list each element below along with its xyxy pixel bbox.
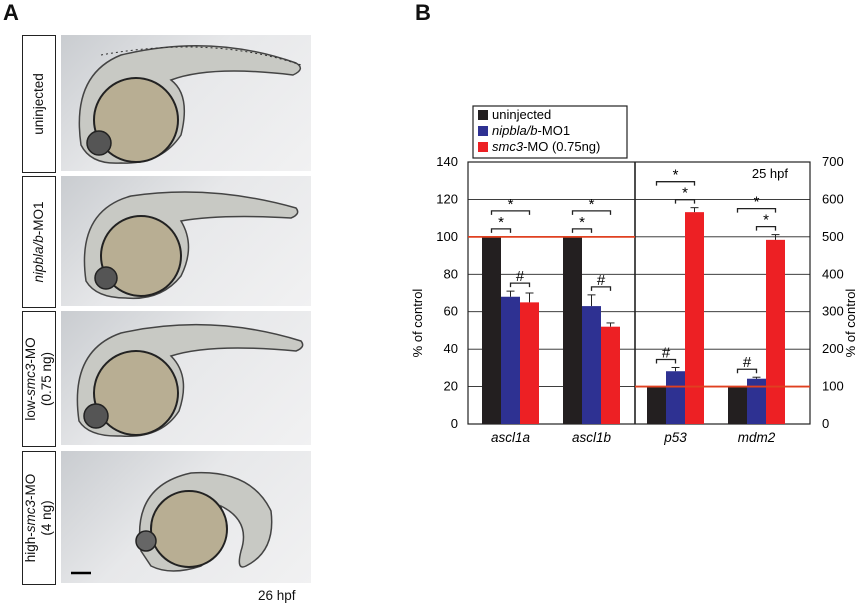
y-axis-label-left: % of control [410, 289, 425, 358]
significance-bracket [590, 286, 612, 291]
x-tick-label-p53: p53 [663, 430, 687, 445]
significance-mark: * [763, 212, 769, 229]
bar-chart: uninjected nipbla/b-MO1 smc3-MO (0.75ng)… [410, 105, 858, 445]
row-label-italic: nipbla/b [31, 235, 46, 283]
significance-mark: * [754, 194, 760, 211]
row-label-prefix: high- [23, 532, 38, 563]
x-tick-label-ascl1b: ascl1b [572, 430, 612, 445]
y-tick-label-left: 20 [444, 379, 458, 394]
y-axis-label-right: % of control [843, 289, 858, 358]
significance-mark: # [516, 268, 525, 285]
y-tick-label-left: 100 [436, 229, 458, 244]
legend-swatch-0 [478, 110, 488, 120]
y-tick-label-left: 60 [444, 304, 458, 319]
significance-bracket [736, 368, 758, 374]
legend-swatch-1 [478, 126, 488, 136]
y-tick-label-right: 0 [822, 416, 829, 431]
bar-ascl1a-1 [501, 296, 520, 424]
y-tick-label-left: 120 [436, 191, 458, 206]
legend: uninjected nipbla/b-MO1 smc3-MO (0.75ng) [472, 105, 628, 159]
row-label-suffix: -MO [23, 337, 38, 364]
legend-label-0: uninjected [492, 107, 551, 122]
plot-area: 0 0 20 100 40 200 60 300 80 400 100 500 120 600 140 700… [436, 154, 843, 445]
plot-frame [467, 161, 811, 425]
embryo-drawing [83, 191, 299, 300]
significance-mark: * [589, 196, 595, 213]
row-label-italic: smc3 [23, 499, 38, 533]
significance-bracket [571, 210, 612, 215]
legend-swatch-2 [478, 142, 488, 152]
significance-bracket [655, 181, 696, 186]
embryo-image-nipbl-mo [61, 176, 311, 306]
significance-bracket [755, 225, 777, 231]
row-label-prefix: low- [23, 395, 38, 421]
row-label-uninjected: uninjected [22, 35, 56, 173]
significance-mark: * [673, 167, 679, 184]
y-tick-label-right: 500 [822, 229, 844, 244]
bar-ascl1a-0 [482, 236, 501, 424]
y-tick-label-right: 100 [822, 379, 844, 394]
embryo-image-uninjected [61, 35, 311, 171]
y-tick-label-left: 40 [444, 341, 458, 356]
significance-bracket [490, 210, 531, 215]
embryo-drawing [71, 471, 273, 575]
significance-mark: * [682, 185, 688, 202]
bar-ascl1b-0 [563, 236, 582, 424]
row-label-dose: (4 ng) [39, 500, 54, 536]
bar-ascl1b-1 [582, 306, 601, 424]
bar-p53-2 [685, 212, 704, 424]
row-label-low-smc3-mo: low-smc3-MO (0.75 ng) [22, 311, 56, 447]
y-tick-label-left: 80 [444, 266, 458, 281]
bar-mdm2-0 [728, 386, 747, 424]
stage-label-a: 26 hpf [258, 588, 296, 603]
significance-mark: # [743, 354, 752, 371]
row-label-italic: smc3 [23, 363, 38, 396]
significance-mark: * [498, 214, 504, 231]
significance-bracket [509, 282, 531, 288]
bar-ascl1b-2 [601, 326, 620, 424]
legend-box [472, 105, 628, 159]
x-tick-label-ascl1a: ascl1a [491, 430, 531, 445]
y-tick-label-right: 300 [822, 304, 844, 319]
significance-bracket [571, 228, 593, 233]
y-tick-label-left: 140 [436, 154, 458, 169]
significance-bracket [655, 358, 677, 364]
y-tick-label-right: 600 [822, 191, 844, 206]
row-label-suffix: -MO1 [31, 201, 46, 236]
y-tick-label-right: 700 [822, 154, 844, 169]
embryo-drawing [78, 44, 302, 164]
stage-annotation: 25 hpf [752, 166, 789, 181]
significance-mark: * [579, 214, 585, 231]
x-tick-label-mdm2: mdm2 [738, 430, 776, 445]
bar-mdm2-2 [766, 239, 785, 424]
embryo-drawing [76, 323, 304, 438]
y-tick-label-right: 400 [822, 266, 844, 281]
row-label-suffix: -MO [23, 473, 38, 500]
significance-mark: * [508, 196, 514, 213]
row-label-dose: (0.75 ng) [39, 351, 54, 407]
panel-b-letter: B [415, 0, 431, 25]
bar-p53-1 [666, 371, 685, 424]
y-tick-label-right: 200 [822, 341, 844, 356]
embryo-image-low-smc3-mo [61, 311, 311, 445]
row-label-text: uninjected [31, 73, 46, 135]
row-label-nipbl-mo: nipbla/b-MO1 [22, 176, 56, 308]
row-label-high-smc3-mo: high-smc3-MO (4 ng) [22, 451, 56, 585]
panel-a-letter: A [3, 0, 19, 25]
y-tick-label-left: 0 [451, 416, 458, 431]
bar-mdm2-1 [747, 378, 766, 424]
significance-bracket [736, 207, 777, 213]
significance-bracket [490, 228, 512, 233]
significance-bracket [674, 199, 696, 204]
legend-label-1: nipbla/b-MO1 [492, 123, 570, 138]
legend-label-2: smc3-MO (0.75ng) [492, 139, 600, 154]
significance-mark: # [597, 272, 606, 289]
bar-ascl1a-2 [520, 302, 539, 424]
significance-mark: # [662, 344, 671, 361]
embryo-image-high-smc3-mo [61, 451, 311, 583]
bar-p53-0 [647, 386, 666, 424]
